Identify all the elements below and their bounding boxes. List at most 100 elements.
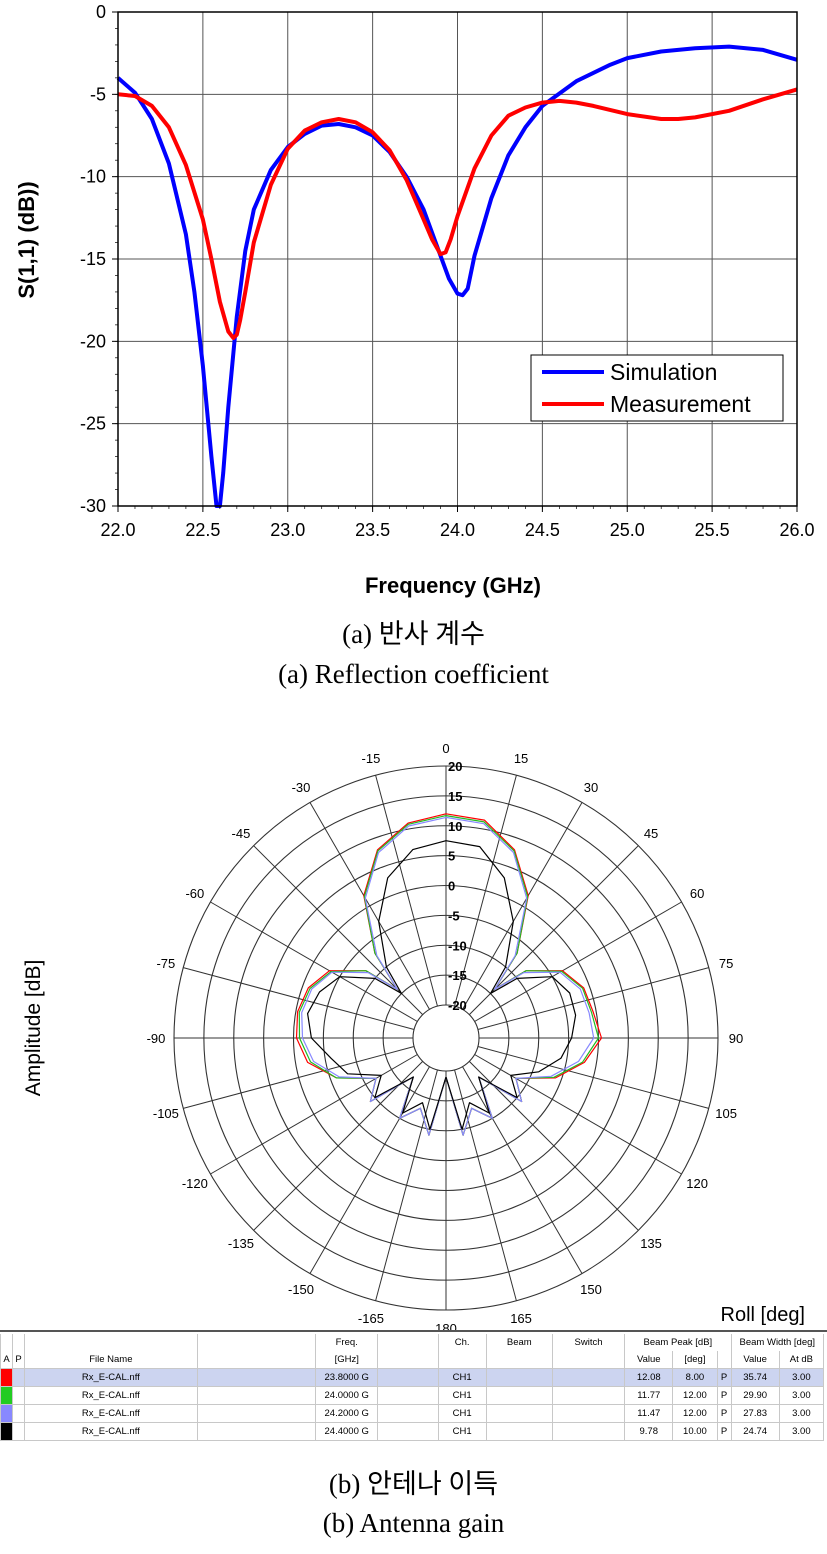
polar-radial-tick: 5 [448, 849, 455, 864]
table-row[interactable]: Rx_E-CAL.nff 24.2000 G CH1 11.47 12.00 P… [0, 1404, 825, 1423]
polar-spoke [375, 775, 438, 1007]
polar-spoke [183, 967, 415, 1030]
polar-series [295, 813, 603, 1136]
cell-width-at-db: 3.00 [778, 1368, 825, 1387]
cell-p: P [716, 1422, 732, 1441]
polar-spoke [477, 1046, 709, 1109]
th-file-name: File Name [24, 1351, 198, 1369]
polar-angle-label: 90 [729, 1031, 743, 1046]
polar-series-2 [301, 816, 595, 1136]
polar-spoke [468, 845, 639, 1016]
reflection-coefficient-chart: 22.0 22.5 23.0 23.5 24.0 24.5 25.0 25.5 26.0 0 -5 -… [14, 2, 815, 598]
polar-angle-label: -30 [292, 780, 311, 795]
x-tick-label: 23.5 [355, 520, 390, 540]
polar-radial-tick: 15 [448, 789, 462, 804]
chart-a-ticks: 22.0 22.5 23.0 23.5 24.0 24.5 25.0 25.5 26.0 0 -5 -… [80, 2, 815, 540]
polar-spoke [253, 1060, 424, 1231]
polar-radial-tick: -20 [448, 998, 467, 1013]
polar-spoke [474, 1054, 682, 1175]
cell-width-value: 27.83 [730, 1404, 780, 1423]
cell-freq: 24.4000 G [315, 1422, 379, 1441]
table-row[interactable]: Rx_E-CAL.nff 23.8000 G CH1 12.08 8.00 P … [0, 1368, 825, 1387]
cell-p: P [716, 1404, 732, 1423]
table-row[interactable]: Rx_E-CAL.nff 24.0000 G CH1 11.77 12.00 P… [0, 1386, 825, 1405]
polar-angle-label: 15 [514, 751, 528, 766]
chart-a-legend: Simulation Measurement [530, 354, 784, 422]
polar-amplitude-label: Amplitude [dB] [22, 960, 45, 1097]
legend-box [530, 354, 784, 422]
cell-peak-deg: 12.00 [672, 1386, 718, 1405]
cell-ch: CH1 [437, 1422, 487, 1441]
cell-peak-deg: 8.00 [672, 1368, 718, 1387]
x-tick-label: 24.0 [440, 520, 475, 540]
row-color-swatch [0, 1404, 14, 1423]
x-tick-label: 22.0 [100, 520, 135, 540]
polar-angle-label: 0 [442, 741, 449, 756]
y-tick-label: -5 [90, 84, 106, 104]
th-beam-2 [485, 1351, 553, 1369]
cell-peak-value: 12.08 [624, 1368, 674, 1387]
th-p-top [12, 1334, 26, 1351]
cell-file-name: Rx_E-CAL.nff [24, 1386, 198, 1405]
polar-radial-tick: 10 [448, 819, 462, 834]
table-row[interactable]: Rx_E-CAL.nff 24.4000 G CH1 9.78 10.00 P … [0, 1422, 825, 1441]
cell-ch: CH1 [437, 1386, 487, 1405]
th-blank-2 [377, 1334, 439, 1351]
polar-angle-label: 75 [719, 956, 733, 971]
measurement-table-panel: Freq. Ch. Beam Switch Beam Peak [dB] Bea… [0, 1330, 827, 1460]
polar-series-3 [307, 840, 577, 1130]
polar-angle-label: 180 [435, 1321, 457, 1330]
x-tick-label: 26.0 [779, 520, 814, 540]
legend-measurement-label: Measurement [610, 391, 751, 417]
polar-grid [173, 765, 719, 1311]
th-blank-5 [716, 1351, 732, 1369]
cell-width-value: 24.74 [730, 1422, 780, 1441]
cell-peak-deg: 12.00 [672, 1404, 718, 1423]
measurement-table: Freq. Ch. Beam Switch Beam Peak [dB] Bea… [0, 1334, 825, 1441]
polar-spoke [454, 1069, 517, 1301]
polar-spoke [468, 1060, 639, 1231]
x-tick-label: 22.5 [185, 520, 220, 540]
polar-angle-label: 45 [644, 826, 658, 841]
polar-angle-label: 120 [686, 1176, 708, 1191]
cell-file-name: Rx_E-CAL.nff [24, 1368, 198, 1387]
x-tick-label: 25.5 [695, 520, 730, 540]
th-beam: Beam [485, 1334, 553, 1351]
cell-ch: CH1 [437, 1404, 487, 1423]
polar-angle-label: -150 [288, 1282, 314, 1297]
th-ch: Ch. [437, 1334, 487, 1351]
polar-angle-label: 60 [690, 886, 704, 901]
polar-angle-label: -105 [153, 1106, 179, 1121]
th-width-value: Value [730, 1351, 780, 1369]
th-file-top [24, 1334, 198, 1351]
th-switch: Switch [551, 1334, 626, 1351]
row-color-swatch [0, 1386, 14, 1405]
th-beam-peak: Beam Peak [dB] [624, 1334, 732, 1351]
antenna-gain-polar-chart: 0153045607590105120135150165180-165-150-… [22, 741, 805, 1330]
polar-labels: 0153045607590105120135150165180-165-150-… [147, 741, 744, 1330]
cell-peak-value: 9.78 [624, 1422, 674, 1441]
polar-angle-label: -120 [182, 1176, 208, 1191]
table-top-rule [0, 1330, 827, 1332]
th-peak-value: Value [624, 1351, 674, 1369]
cell-p: P [716, 1386, 732, 1405]
y-tick-label: -20 [80, 331, 106, 351]
polar-spoke [462, 802, 583, 1010]
cell-width-at-db: 3.00 [778, 1404, 825, 1423]
th-freq-unit: [GHz] [315, 1351, 379, 1369]
cell-width-at-db: 3.00 [778, 1422, 825, 1441]
polar-ring [412, 1004, 480, 1072]
polar-spoke [454, 775, 517, 1007]
cell-width-value: 35.74 [730, 1368, 780, 1387]
polar-radial-tick: -10 [448, 938, 467, 953]
caption-b-english: (b) Antenna gain [322, 1508, 505, 1538]
x-tick-label: 23.0 [270, 520, 305, 540]
th-a: A [0, 1351, 14, 1369]
cell-freq: 24.0000 G [315, 1386, 379, 1405]
polar-spoke [309, 802, 430, 1010]
polar-angle-label: -75 [156, 956, 175, 971]
th-a-top [0, 1334, 14, 1351]
cell-p: P [716, 1368, 732, 1387]
y-tick-label: -25 [80, 414, 106, 434]
th-blank-1 [196, 1334, 317, 1351]
